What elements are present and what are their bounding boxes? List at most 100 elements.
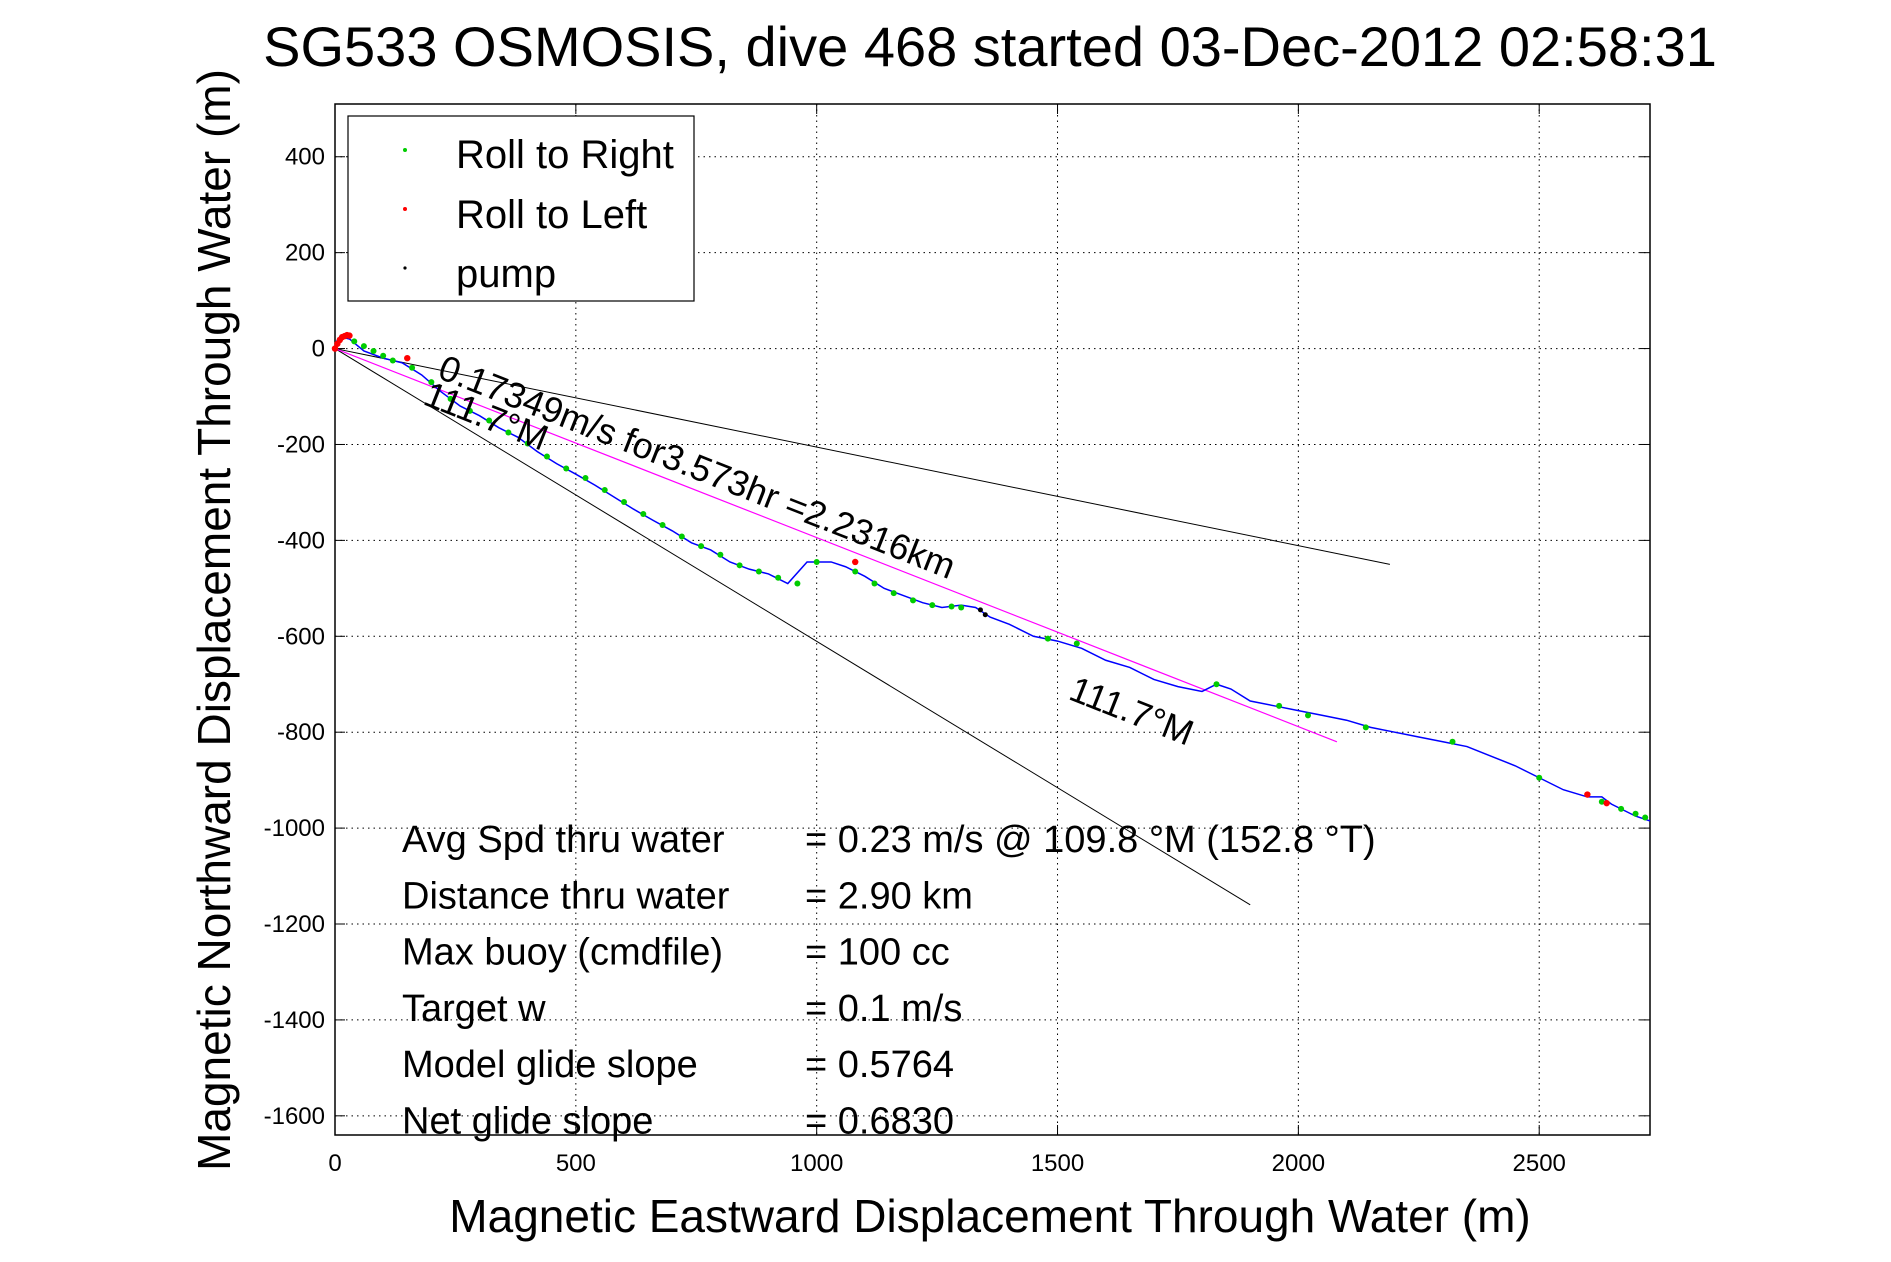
legend-label-roll-left: Roll to Left	[456, 193, 647, 237]
y-axis-label: Magnetic Northward Displacement Through …	[188, 69, 240, 1171]
legend: Roll to Right Roll to Left pump	[347, 115, 695, 302]
roll-right-point	[409, 364, 416, 371]
roll-left-point	[404, 354, 411, 362]
y-tick-label: -1000	[264, 815, 325, 842]
stats-value: = 0.1 m/s	[805, 988, 962, 1030]
x-tick-label: 2500	[1513, 1150, 1566, 1177]
y-tick-label: -800	[277, 719, 325, 746]
roll-right-point	[524, 440, 531, 447]
y-tick-label: 400	[285, 144, 325, 171]
y-tick-label: -1200	[264, 911, 325, 938]
roll-right-point	[871, 580, 878, 587]
roll-right-point	[910, 597, 917, 604]
bound-line-1	[334, 348, 1390, 565]
roll-right-point	[1642, 814, 1649, 821]
bound-line-2	[334, 348, 1251, 906]
roll-right-point	[1536, 774, 1543, 781]
roll-right-point	[794, 580, 801, 587]
roll-right-point	[563, 465, 570, 472]
legend-marker-roll-left	[403, 207, 407, 211]
stats-value: = 0.23 m/s @ 109.8 °M (152.8 °T)	[805, 819, 1376, 861]
fit-line	[334, 348, 1338, 743]
roll-right-point	[380, 352, 387, 359]
x-tick-label: 2000	[1272, 1150, 1325, 1177]
roll-right-point	[755, 568, 762, 575]
roll-left-point	[852, 558, 859, 566]
x-tick-label: 0	[328, 1150, 341, 1177]
pump-point	[977, 607, 983, 613]
roll-left-point	[346, 332, 353, 339]
stats-label: Max buoy (cmdfile)	[402, 932, 723, 974]
roll-right-point	[1276, 702, 1283, 709]
roll-right-point	[948, 603, 955, 610]
roll-right-point	[389, 357, 396, 364]
series-layer	[331, 331, 1651, 906]
roll-right-point	[360, 343, 367, 350]
legend-label-pump: pump	[456, 252, 556, 296]
stats-value: = 0.5764	[805, 1044, 954, 1086]
roll-right-point	[505, 429, 512, 436]
stats-value: = 0.6830	[805, 1101, 954, 1143]
stats-label: Target w	[402, 988, 546, 1030]
x-axis-label: Magnetic Eastward Displacement Through W…	[449, 1190, 1530, 1242]
roll-right-point	[659, 522, 666, 529]
roll-left-point	[331, 345, 339, 352]
roll-right-point	[678, 533, 685, 540]
roll-right-point	[1362, 724, 1369, 731]
stats-label: Net glide slope	[402, 1101, 653, 1143]
y-tick-label: -400	[277, 527, 325, 554]
roll-right-point	[543, 453, 550, 460]
stats-label: Avg Spd thru water	[402, 819, 725, 861]
y-tick-label: -600	[277, 623, 325, 650]
x-tick-label: 1500	[1031, 1150, 1084, 1177]
roll-right-point	[1073, 640, 1080, 647]
stats-panel: Avg Spd thru water = 0.23 m/s @ 109.8 °M …	[402, 819, 1376, 1143]
ticks: 0 500 1000 1500 2000 25004002000-200-400-600-…	[264, 104, 1650, 1177]
roll-right-point	[1618, 805, 1625, 812]
roll-right-point	[813, 558, 820, 565]
stats-label: Model glide slope	[402, 1044, 698, 1086]
roll-left-point	[1584, 791, 1591, 798]
roll-right-point	[486, 417, 493, 424]
stats-label: Distance thru water	[402, 875, 730, 917]
roll-right-point	[1213, 681, 1220, 688]
chart-title: SG533 OSMOSIS, dive 468 started 03-Dec-2…	[263, 15, 1717, 78]
roll-right-point	[428, 379, 435, 386]
roll-right-point	[621, 499, 628, 506]
y-tick-label: -1400	[264, 1007, 325, 1034]
roll-left-point	[1603, 799, 1610, 807]
y-tick-label: -1600	[264, 1103, 325, 1130]
legend-marker-pump	[403, 266, 407, 270]
roll-right-point	[852, 568, 859, 575]
roll-right-point	[775, 574, 782, 581]
roll-right-point	[582, 475, 589, 482]
roll-right-point	[698, 543, 705, 550]
roll-right-point	[351, 338, 358, 345]
roll-right-point	[890, 590, 897, 597]
pump-point	[982, 612, 988, 618]
roll-right-point	[640, 511, 647, 518]
roll-right-point	[466, 407, 473, 414]
x-tick-label: 500	[556, 1150, 596, 1177]
roll-right-point	[1632, 810, 1639, 817]
legend-marker-roll-right	[403, 148, 407, 152]
roll-right-point	[601, 487, 608, 494]
roll-right-point	[447, 395, 454, 402]
roll-right-point	[958, 604, 965, 611]
roll-right-point	[1305, 712, 1312, 719]
roll-right-point	[736, 562, 743, 569]
roll-right-point	[1598, 798, 1605, 805]
legend-label-roll-right: Roll to Right	[456, 133, 674, 177]
roll-right-point	[1044, 635, 1051, 642]
y-tick-label: 200	[285, 240, 325, 267]
stats-value: = 2.90 km	[805, 875, 973, 917]
y-tick-label: -200	[277, 431, 325, 458]
roll-right-point	[717, 551, 724, 558]
stats-value: = 100 cc	[805, 932, 950, 974]
y-tick-label: 0	[312, 336, 325, 363]
roll-right-point	[370, 347, 377, 354]
x-tick-label: 1000	[790, 1150, 843, 1177]
roll-right-point	[929, 602, 936, 609]
roll-right-point	[1449, 738, 1456, 745]
